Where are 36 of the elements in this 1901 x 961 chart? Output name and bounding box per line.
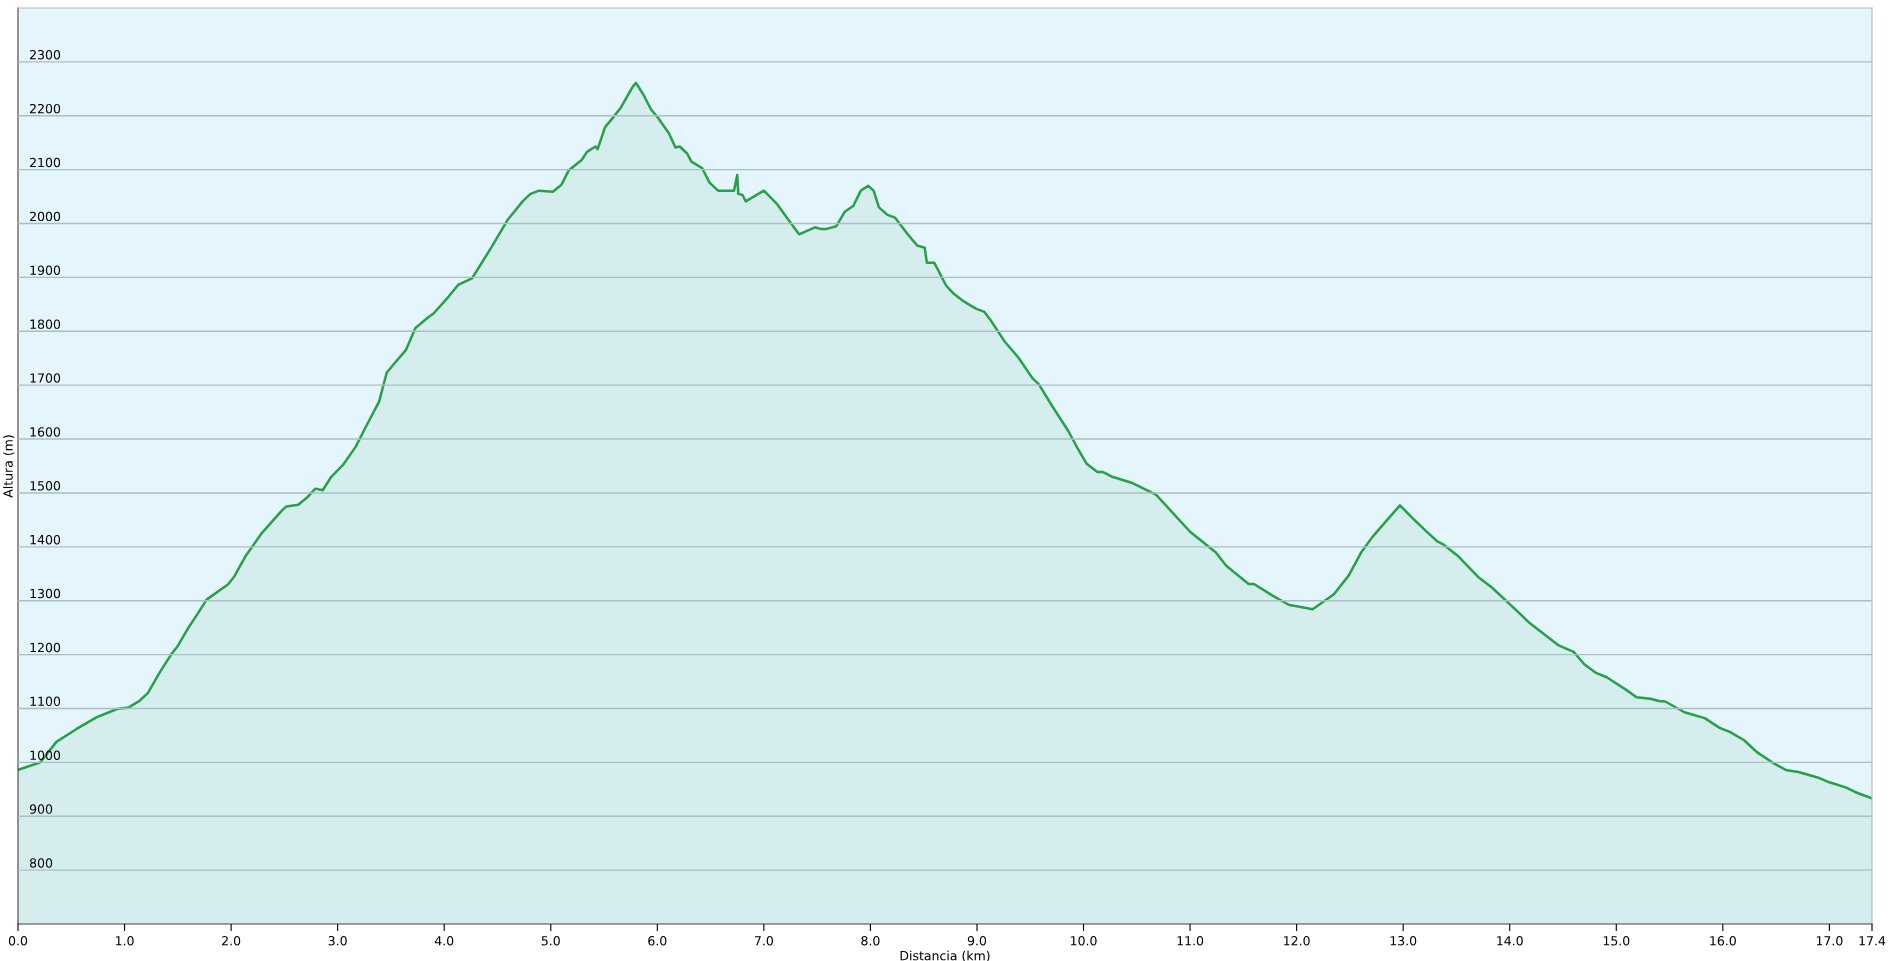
y-tick-label: 2000 (30, 211, 61, 222)
y-tick-label: 1900 (30, 265, 61, 275)
x-tick-label: 13.0 (1390, 936, 1417, 946)
x-tick-label: 4.0 (434, 936, 454, 946)
x-tick-label: 0.0 (8, 936, 28, 946)
y-tick-label: 800 (29, 858, 53, 868)
x-tick-label: 3.0 (328, 936, 347, 946)
x-tick-label: 6.0 (648, 936, 667, 946)
y-tick-label: 1700 (30, 373, 61, 383)
x-tick-label: 9.0 (967, 936, 987, 946)
x-tick-label: 8.0 (861, 936, 880, 946)
x-tick-label: 7.0 (754, 936, 773, 946)
x-tick-label: 2.0 (222, 936, 241, 946)
y-tick-label: 1400 (30, 534, 61, 545)
y-tick-label: 1600 (30, 427, 61, 437)
x-tick-label: 15.0 (1603, 936, 1630, 946)
x-tick-label: 1.0 (115, 936, 134, 946)
x-tick-label: 16.0 (1710, 936, 1736, 946)
y-tick-label: 2200 (30, 103, 61, 114)
x-tick-label: 12.0 (1284, 936, 1310, 946)
y-tick-label: 900 (29, 804, 53, 814)
x-tick-label: 14.0 (1497, 936, 1523, 946)
x-tick-label: 10.0 (1070, 936, 1097, 946)
y-tick-label: 1500 (30, 481, 61, 491)
y-tick-label: 2300 (30, 50, 61, 60)
y-tick-label: 1100 (30, 696, 61, 707)
x-tick-label: 17.0 (1816, 936, 1843, 946)
y-axis-title: Altura (m) (3, 435, 15, 498)
y-tick-label: 1300 (30, 588, 61, 599)
x-tick-label: 5.0 (541, 936, 560, 946)
y-tick-label: 1200 (30, 642, 61, 653)
y-tick-label: 2100 (30, 157, 61, 168)
x-tick-label: 17.4 (1859, 936, 1886, 946)
x-axis-title: Distancia (km) (900, 950, 990, 961)
x-tick-label: 11.0 (1177, 936, 1204, 946)
y-tick-label: 1800 (30, 319, 61, 329)
